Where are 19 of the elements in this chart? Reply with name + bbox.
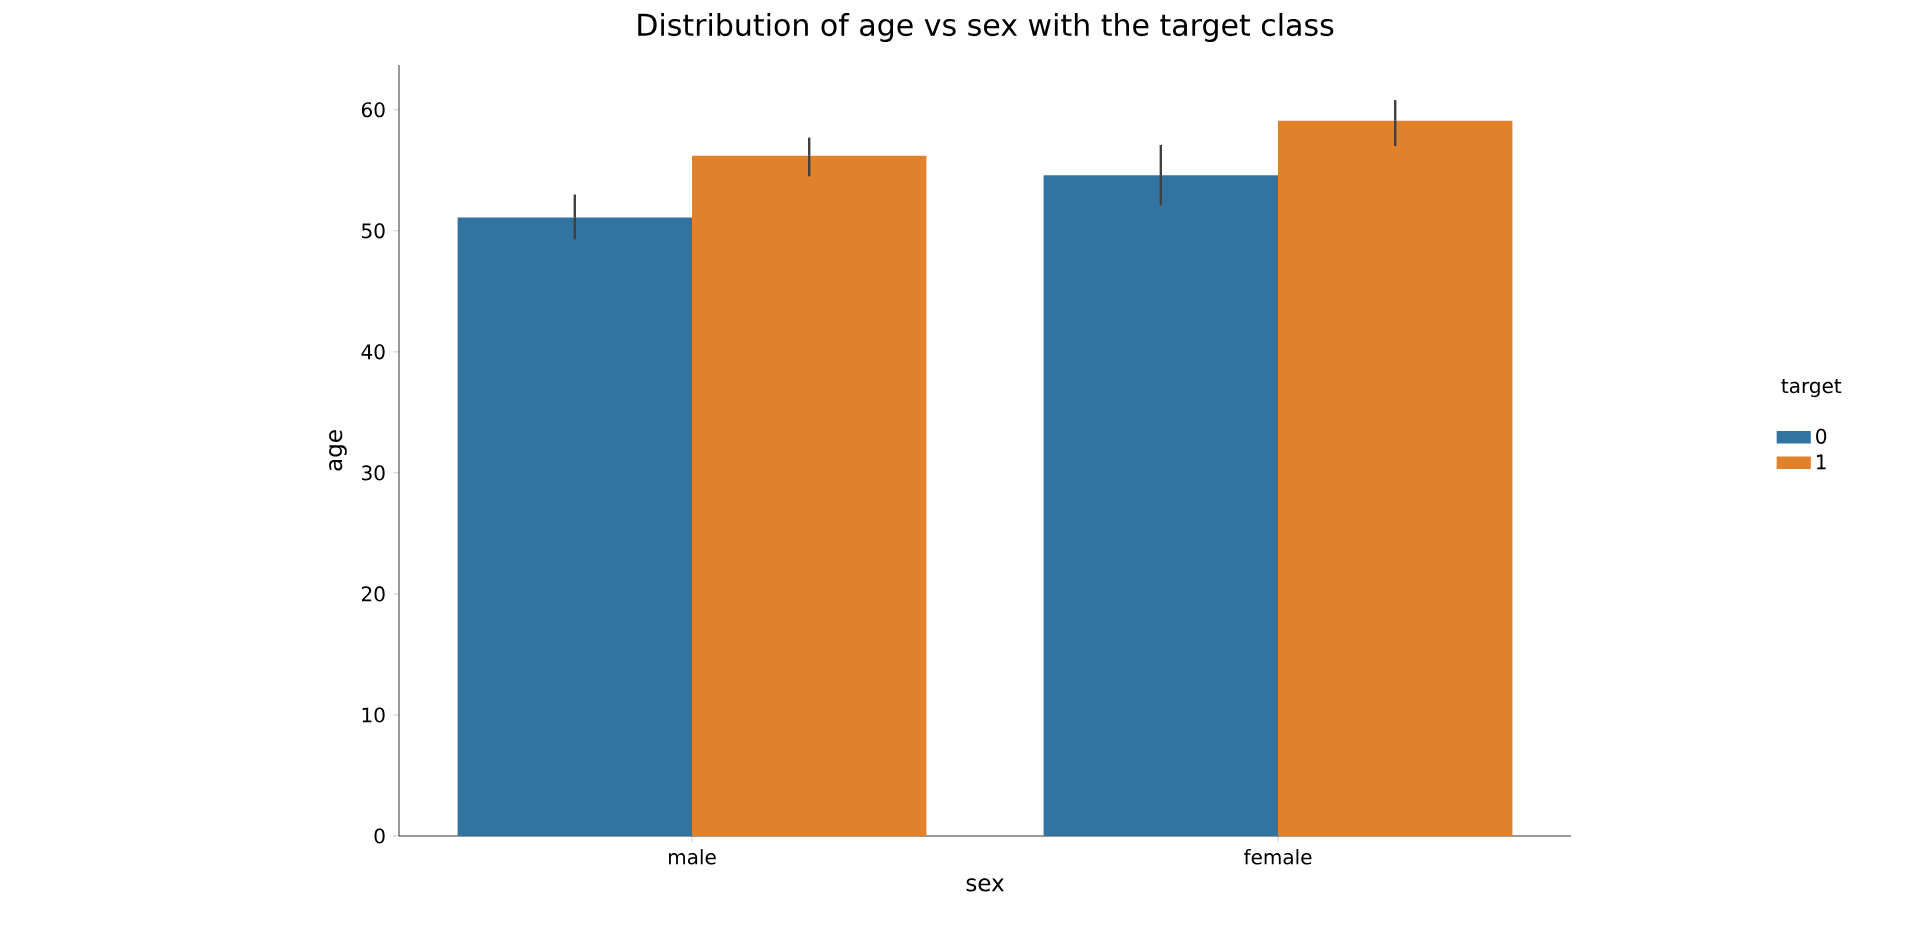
x-axis-title: sex (966, 878, 1004, 892)
legend-title: target (1781, 378, 1842, 398)
y-tick-label: 20 (361, 586, 385, 602)
y-tick-label: 0 (374, 828, 385, 844)
x-tick-label: male (669, 849, 716, 865)
y-tick-label: 30 (362, 465, 385, 481)
y-tick-label: 60 (361, 102, 385, 118)
chart-title: Distribution of age vs sex with the target class (638, 12, 1334, 42)
y-tick-label: 10 (362, 707, 385, 723)
bar (1043, 175, 1279, 836)
bar (1278, 120, 1513, 836)
y-tick-label: 40 (361, 344, 385, 360)
x-tick-label: female (1244, 849, 1312, 865)
legend-label: 1 (1817, 454, 1826, 470)
y-axis-title: age (329, 430, 347, 471)
legend-label: 0 (1816, 428, 1827, 444)
y-tick-label: 50 (362, 223, 385, 239)
bar (457, 217, 693, 836)
bar (692, 155, 927, 836)
